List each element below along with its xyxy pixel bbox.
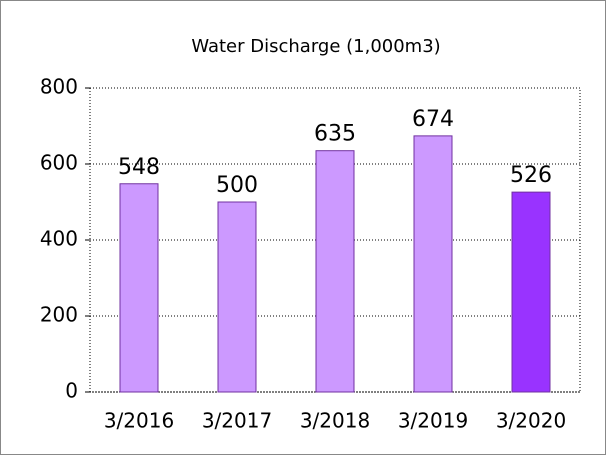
x-tick-label: 3/2018 — [300, 409, 370, 433]
bar — [413, 135, 453, 393]
y-tick-label: 0 — [65, 379, 78, 403]
y-tick-label: 600 — [40, 151, 78, 175]
bar — [119, 183, 159, 393]
bar — [511, 191, 551, 393]
x-tick-label: 3/2017 — [202, 409, 272, 433]
x-tick-label: 3/2019 — [398, 409, 468, 433]
chart-title: Water Discharge (1,000m3) — [191, 36, 440, 57]
data-label: 674 — [412, 107, 454, 132]
y-tick-label: 800 — [40, 75, 78, 99]
x-tick-label: 3/2016 — [104, 409, 174, 433]
data-label: 526 — [510, 163, 552, 188]
y-tick-label: 400 — [40, 227, 78, 251]
bar — [315, 150, 355, 393]
x-tick-label: 3/2020 — [496, 409, 566, 433]
data-label: 635 — [314, 122, 356, 147]
y-tick-label: 200 — [40, 303, 78, 327]
data-label: 548 — [118, 155, 160, 180]
bar — [217, 201, 257, 393]
data-label: 500 — [216, 173, 258, 198]
